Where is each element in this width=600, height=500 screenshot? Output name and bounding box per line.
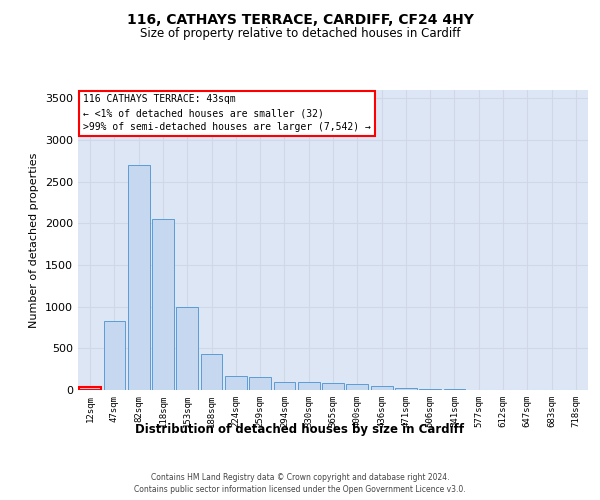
Y-axis label: Number of detached properties: Number of detached properties (29, 152, 40, 328)
Bar (371, 386, 392, 390)
Bar (298, 382, 320, 390)
Bar (104, 321, 125, 390)
Bar (249, 377, 271, 390)
Bar (176, 306, 198, 390)
Bar (225, 376, 247, 390)
Text: Distribution of detached houses by size in Cardiff: Distribution of detached houses by size … (136, 422, 464, 436)
Text: Size of property relative to detached houses in Cardiff: Size of property relative to detached ho… (140, 28, 460, 40)
Text: 116 CATHAYS TERRACE: 43sqm
← <1% of detached houses are smaller (32)
>99% of sem: 116 CATHAYS TERRACE: 43sqm ← <1% of deta… (83, 94, 371, 132)
Bar (346, 384, 368, 390)
Bar (322, 384, 344, 390)
Bar (419, 389, 441, 390)
Bar (128, 165, 149, 390)
Text: Contains public sector information licensed under the Open Government Licence v3: Contains public sector information licen… (134, 485, 466, 494)
Text: 116, CATHAYS TERRACE, CARDIFF, CF24 4HY: 116, CATHAYS TERRACE, CARDIFF, CF24 4HY (127, 12, 473, 26)
Text: Contains HM Land Registry data © Crown copyright and database right 2024.: Contains HM Land Registry data © Crown c… (151, 472, 449, 482)
Bar (152, 219, 174, 390)
Bar (274, 382, 295, 390)
Bar (395, 388, 417, 390)
Bar (79, 388, 101, 390)
Bar (200, 354, 223, 390)
